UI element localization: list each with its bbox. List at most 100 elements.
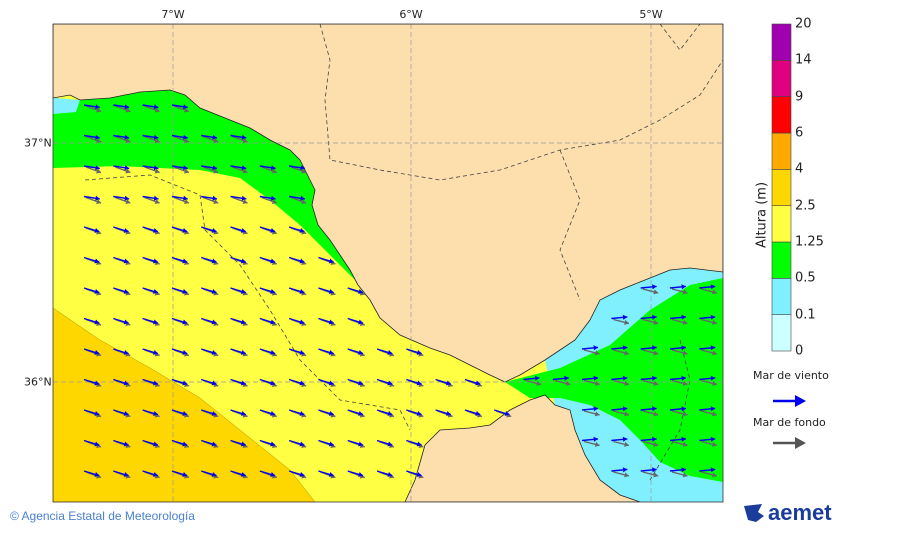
wind-sea-arrow	[83, 287, 100, 294]
arrow-field	[83, 104, 717, 479]
wind-sea-arrow	[406, 378, 422, 386]
swell-arrow	[290, 166, 307, 174]
swell-arrow	[202, 135, 219, 143]
swell-arrow	[144, 166, 160, 174]
wind-sea-arrow	[230, 256, 246, 264]
colorbar-tick-label: 9	[795, 89, 804, 105]
swell-arrow	[671, 379, 688, 386]
wind-sea-arrow	[113, 287, 129, 294]
wind-sea-arrow	[318, 317, 334, 325]
wind-sea-arrow	[259, 195, 276, 201]
wind-sea-arrow	[288, 409, 305, 416]
lon-label: 7°W	[161, 8, 185, 21]
wind-sea-arrow	[318, 439, 334, 447]
wind-sea-arrow	[171, 104, 188, 110]
wind-sea-arrow	[200, 470, 217, 477]
swell-arrow	[701, 410, 717, 417]
wind-sea-arrow	[347, 409, 364, 416]
lon-label: 6°W	[399, 8, 423, 21]
wind-sea-arrow	[142, 348, 159, 355]
colorbar-title: Altura (m)	[754, 181, 770, 249]
wind-sea-arrow	[113, 378, 129, 386]
wind-sea-arrow	[230, 409, 246, 416]
wind-sea-arrow	[230, 134, 247, 140]
swell-arrow	[671, 349, 688, 356]
swell-arrow	[85, 166, 102, 174]
legend-swell-label: Mar de fondo	[753, 416, 826, 429]
wind-sea-arrow	[83, 348, 100, 355]
wind-sea-arrow	[113, 226, 129, 233]
wind-sea-arrow	[376, 378, 393, 386]
legend-wind-sea-arrow	[773, 395, 806, 407]
wind-sea-arrow	[288, 470, 305, 477]
wind-sea-arrow	[83, 470, 100, 477]
swell-arrow	[701, 471, 717, 478]
wind-sea-arrow	[142, 134, 159, 140]
sea-cyan-topleft	[53, 98, 80, 114]
swell-arrow	[671, 318, 688, 325]
wind-sea-arrow	[200, 348, 217, 355]
swell-arrow	[583, 379, 600, 386]
wind-sea-arrow	[201, 195, 218, 201]
wind-sea-arrow	[318, 256, 334, 264]
swell-arrow	[144, 105, 160, 113]
lon-label: 5°W	[639, 8, 663, 21]
wind-sea-arrow	[83, 409, 100, 416]
wind-sea-arrow	[171, 348, 188, 355]
wind-sea-arrow	[318, 287, 334, 294]
wind-sea-arrow	[669, 345, 686, 351]
wind-sea-arrow	[259, 439, 276, 447]
wind-sea-arrow	[699, 284, 716, 290]
swell-arrow	[144, 196, 160, 204]
wind-sea-arrow	[259, 287, 276, 294]
swell-arrow	[642, 318, 659, 325]
wind-sea-arrow	[699, 436, 716, 442]
wind-sea-arrow	[376, 439, 393, 447]
swell-arrow	[202, 166, 219, 174]
wind-sea-arrow	[171, 378, 188, 386]
swell-arrow	[583, 349, 600, 356]
wind-sea-arrow	[288, 439, 305, 447]
wind-sea-arrow	[200, 439, 217, 447]
colorbar-tick-label: 4	[795, 161, 804, 177]
wind-sea-arrow	[171, 165, 188, 171]
wind-sea-arrow	[171, 317, 188, 325]
swell-arrow	[554, 379, 571, 386]
wind-sea-arrow	[406, 470, 422, 477]
sea-green-coastal	[53, 90, 360, 285]
swell-arrow	[671, 440, 688, 447]
wind-sea-arrow	[669, 436, 686, 442]
wind-sea-arrow	[142, 165, 159, 171]
wind-sea-arrow	[230, 439, 246, 447]
colorbar-segment	[771, 169, 792, 206]
wind-sea-arrow	[347, 439, 364, 447]
swell-arrow	[671, 288, 688, 295]
swell-arrow	[173, 166, 190, 174]
wind-sea-arrow	[376, 409, 393, 416]
swell-arrow	[85, 196, 102, 204]
wind-sea-arrow	[200, 378, 217, 386]
wind-sea-arrow	[640, 314, 657, 320]
wind-sea-arrow	[640, 375, 657, 381]
swell-arrow	[613, 379, 630, 386]
swell-arrow	[290, 196, 307, 204]
wind-sea-arrow	[230, 287, 246, 294]
wind-sea-arrow	[288, 348, 305, 355]
wind-sea-arrow	[83, 134, 100, 140]
wind-sea-arrow	[142, 226, 159, 233]
lat-label: 37°N	[24, 136, 52, 150]
swell-arrow	[583, 410, 600, 417]
wind-sea-arrow	[113, 317, 129, 325]
swell-arrow	[642, 288, 659, 295]
wind-sea-arrow	[288, 287, 305, 294]
swell-arrow	[525, 379, 542, 386]
wind-sea-arrow	[142, 317, 159, 325]
swell-arrow	[85, 135, 102, 143]
wind-sea-arrow	[699, 375, 716, 381]
wind-sea-arrow	[200, 287, 217, 294]
wind-sea-arrow	[171, 226, 188, 233]
wind-sea-arrow	[318, 378, 334, 386]
wind-sea-arrow	[142, 256, 159, 264]
wind-sea-arrow	[552, 375, 569, 381]
swell-arrow	[701, 318, 717, 325]
